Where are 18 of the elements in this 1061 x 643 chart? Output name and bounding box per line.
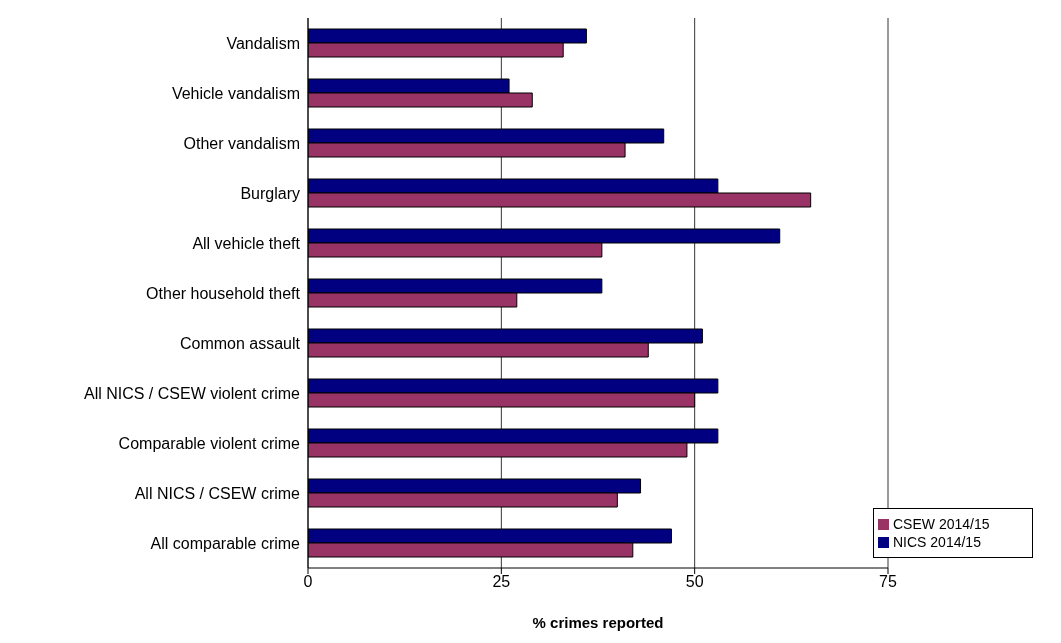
x-tick-label: 50: [685, 573, 704, 591]
x-tick-label: 0: [303, 573, 313, 591]
legend-label: CSEW 2014/15: [893, 516, 990, 532]
y-tick-label: Other household theft: [146, 284, 301, 302]
y-tick-label: All vehicle theft: [192, 234, 301, 252]
y-tick-label: Burglary: [240, 184, 300, 202]
y-tick-label: All comparable crime: [150, 534, 301, 552]
y-tick-label: Other vandalism: [183, 134, 300, 152]
y-tick-label: Vandalism: [226, 34, 300, 52]
y-tick-label: All NICS / CSEW violent crime: [83, 384, 301, 402]
legend-label: NICS 2014/15: [893, 534, 981, 550]
x-axis-title: % crimes reported: [532, 614, 664, 631]
y-tick-label: Comparable violent crime: [118, 434, 301, 452]
y-tick-label: All NICS / CSEW crime: [134, 484, 301, 502]
y-tick-label: Vehicle vandalism: [171, 84, 300, 102]
x-tick-label: 25: [492, 573, 511, 591]
y-tick-label: Common assault: [179, 334, 301, 352]
x-tick-label: 75: [879, 573, 897, 591]
